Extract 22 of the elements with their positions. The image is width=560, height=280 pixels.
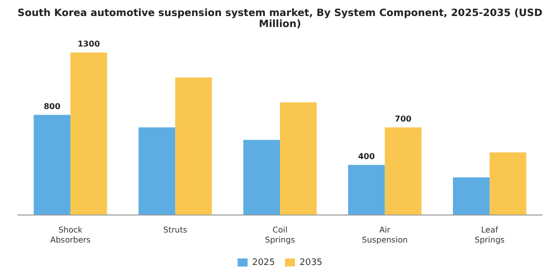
data-label: 1300 xyxy=(78,40,100,49)
bar xyxy=(280,102,317,215)
x-tick-label: Coil Springs xyxy=(265,226,295,244)
bar xyxy=(490,152,526,215)
chart-title: South Korea automotive suspension system market, By System Component, 2025-2035 (USD Million) xyxy=(16,8,544,30)
data-label: 400 xyxy=(358,152,376,161)
bar xyxy=(348,164,385,215)
bar xyxy=(452,177,490,215)
x-tick-label: Leaf Springs xyxy=(474,226,505,244)
data-label: 800 xyxy=(44,102,61,111)
bar xyxy=(175,77,212,215)
x-tick-label: Struts xyxy=(163,226,188,235)
bar xyxy=(384,127,422,215)
bar xyxy=(138,127,176,215)
bar xyxy=(70,52,108,215)
x-tick-label: Air Suspension xyxy=(362,226,408,244)
x-tick-label: Shock Absorbers xyxy=(50,226,91,244)
bar xyxy=(34,114,70,215)
legend-label: 2035 xyxy=(300,258,322,268)
data-label: 700 xyxy=(394,114,412,124)
bar xyxy=(243,140,280,215)
legend-label: 2025 xyxy=(252,258,275,268)
